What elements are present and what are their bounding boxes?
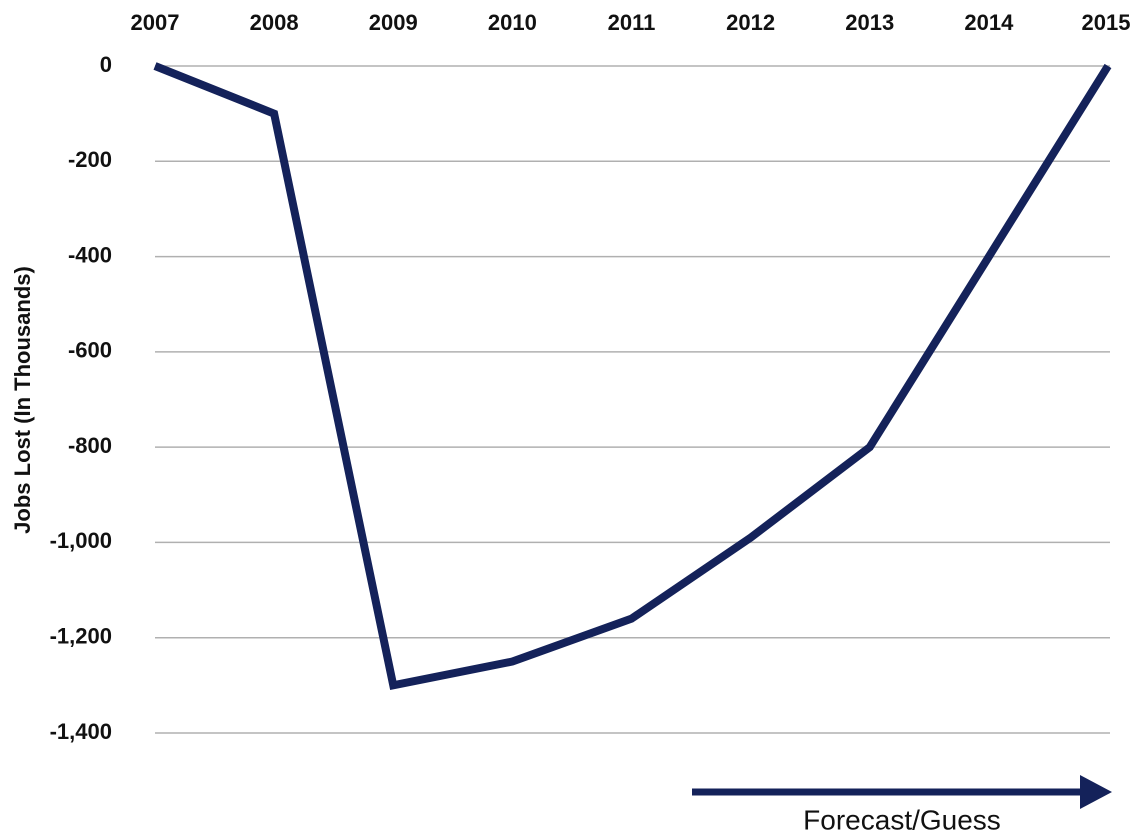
x-tick-label: 2012: [726, 10, 775, 35]
x-tick-label: 2007: [131, 10, 180, 35]
x-tick-label: 2009: [369, 10, 418, 35]
y-tick-label: -400: [68, 242, 112, 267]
x-tick-label: 2010: [488, 10, 537, 35]
y-tick-label: -200: [68, 147, 112, 172]
x-tick-label: 2011: [608, 10, 656, 35]
y-tick-label: -1,200: [50, 624, 112, 649]
y-tick-label: -800: [68, 433, 112, 458]
x-tick-label: 2013: [845, 10, 894, 35]
y-tick-label: 0: [100, 52, 112, 77]
forecast-arrowhead: [1080, 775, 1112, 809]
annotation: Forecast/Guess: [803, 804, 1001, 835]
y-tick-label: -1,400: [50, 719, 112, 744]
x-tick-label: 2015: [1082, 10, 1131, 35]
series-line: [153, 62, 1112, 691]
y-tick-label: -1,000: [50, 528, 112, 553]
x-tick-label: 2008: [250, 10, 299, 35]
x-tick-label: 2014: [964, 10, 1014, 35]
y-axis-label: Jobs Lost (In Thousands): [10, 266, 35, 534]
y-tick-label: -600: [68, 338, 112, 363]
